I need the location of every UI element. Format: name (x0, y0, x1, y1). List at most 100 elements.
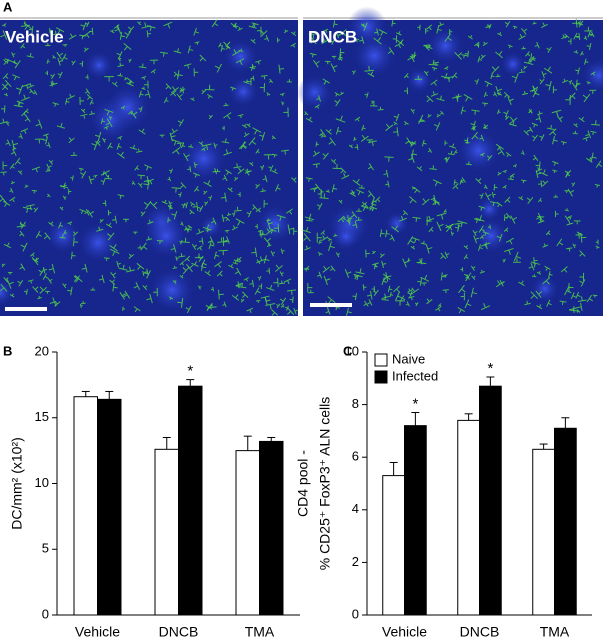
dendritic-cell (590, 71, 596, 76)
dendritic-cell (408, 153, 415, 164)
dendritic-cell (243, 277, 249, 282)
dendritic-cell (280, 303, 285, 308)
dendritic-cell (136, 262, 145, 271)
dendritic-cell (583, 35, 587, 41)
dendritic-cell (332, 20, 338, 28)
dendritic-cell (381, 260, 387, 269)
dendritic-cell (522, 90, 529, 96)
dendritic-cell (474, 78, 479, 85)
dendritic-cell (319, 193, 329, 200)
dendritic-cell (545, 80, 552, 91)
dendritic-cell (0, 171, 7, 176)
dendritic-cell (338, 56, 343, 61)
dendritic-cell (393, 127, 399, 137)
dendritic-cell (22, 206, 33, 213)
dendritic-cell (590, 130, 597, 135)
y-tick-label: 0 (42, 606, 49, 621)
dendritic-cell (117, 73, 123, 77)
dendritic-cell (374, 28, 379, 36)
dendritic-cell (370, 102, 378, 107)
dendritic-cell (568, 215, 572, 220)
dendritic-cell (240, 141, 248, 150)
dendritic-cell (94, 131, 102, 142)
dendritic-cell (12, 146, 17, 150)
dendritic-cell (339, 29, 347, 37)
dendritic-cell (472, 229, 478, 237)
dendritic-cell (568, 307, 578, 314)
dendritic-cell (275, 264, 283, 272)
dendritic-cell (163, 97, 169, 104)
dendritic-cell (381, 277, 388, 286)
dendritic-cell (242, 291, 249, 298)
dendritic-cell (235, 281, 243, 287)
legend-swatch (374, 353, 388, 367)
dendritic-cell (31, 257, 40, 266)
dendritic-cell (251, 22, 259, 28)
dendritic-cell (416, 258, 427, 265)
dendritic-cell (573, 32, 579, 40)
dendritic-cell (20, 21, 30, 27)
dendritic-cell (104, 174, 113, 180)
dendritic-cell (442, 289, 449, 294)
dendritic-cell (184, 255, 191, 262)
dendritic-cell (371, 286, 376, 292)
dendritic-cell (187, 45, 194, 54)
dendritic-cell (62, 44, 68, 47)
dendritic-cell (10, 180, 15, 185)
dendritic-cell (566, 247, 573, 252)
dendritic-cell (579, 279, 586, 287)
dendritic-cell (546, 46, 552, 53)
dendritic-cell (525, 51, 531, 57)
dendritic-cell (235, 58, 245, 66)
dendritic-cell (589, 89, 597, 94)
dendritic-cell (107, 142, 113, 150)
dendritic-cell (20, 128, 29, 134)
dendritic-cell (260, 74, 268, 80)
dendritic-cell (222, 174, 228, 182)
dendritic-cell (572, 243, 577, 249)
legend-label: Infected (392, 368, 438, 383)
dendritic-cell (133, 306, 141, 313)
dendritic-cell (325, 128, 332, 135)
dendritic-cell (202, 224, 212, 231)
dendritic-cell (62, 283, 67, 289)
dendritic-cell (180, 142, 186, 149)
dendritic-cell (580, 51, 584, 56)
dendritic-cell (504, 20, 511, 28)
dendritic-cell (440, 110, 445, 115)
dendritic-cell (179, 274, 184, 279)
dendritic-cell (240, 298, 245, 303)
dendritic-cell (551, 109, 562, 117)
dendritic-cell (116, 51, 123, 59)
dendritic-cell (355, 268, 365, 275)
dendritic-cell (497, 171, 502, 176)
dendritic-cell (325, 189, 330, 193)
dendritic-cell (32, 286, 39, 293)
dendritic-cell (403, 72, 409, 79)
dendritic-cell (22, 83, 31, 90)
dendritic-cell (549, 128, 557, 136)
dendritic-cell (334, 99, 341, 107)
dendritic-cell (412, 216, 421, 222)
dendritic-cell (211, 19, 219, 28)
dendritic-cell (5, 121, 10, 126)
dendritic-cell (387, 47, 395, 55)
dendritic-cell (490, 201, 498, 207)
cell-glow (406, 67, 432, 93)
dendritic-cell (431, 66, 438, 71)
dendritic-cell (436, 221, 444, 232)
dendritic-cell (281, 101, 285, 106)
dendritic-cell (146, 178, 154, 185)
dendritic-cell (210, 286, 214, 292)
dendritic-cell (575, 291, 581, 299)
dendritic-cell (430, 91, 439, 97)
dendritic-cell (592, 294, 598, 298)
dendritic-cell (24, 289, 28, 295)
dendritic-cell (159, 134, 165, 138)
dendritic-cell (360, 205, 369, 212)
dendritic-cell (595, 239, 599, 245)
dendritic-cell (541, 22, 548, 28)
dendritic-cell (473, 218, 481, 224)
dendritic-cell (255, 148, 260, 154)
cell-glow (143, 213, 189, 259)
